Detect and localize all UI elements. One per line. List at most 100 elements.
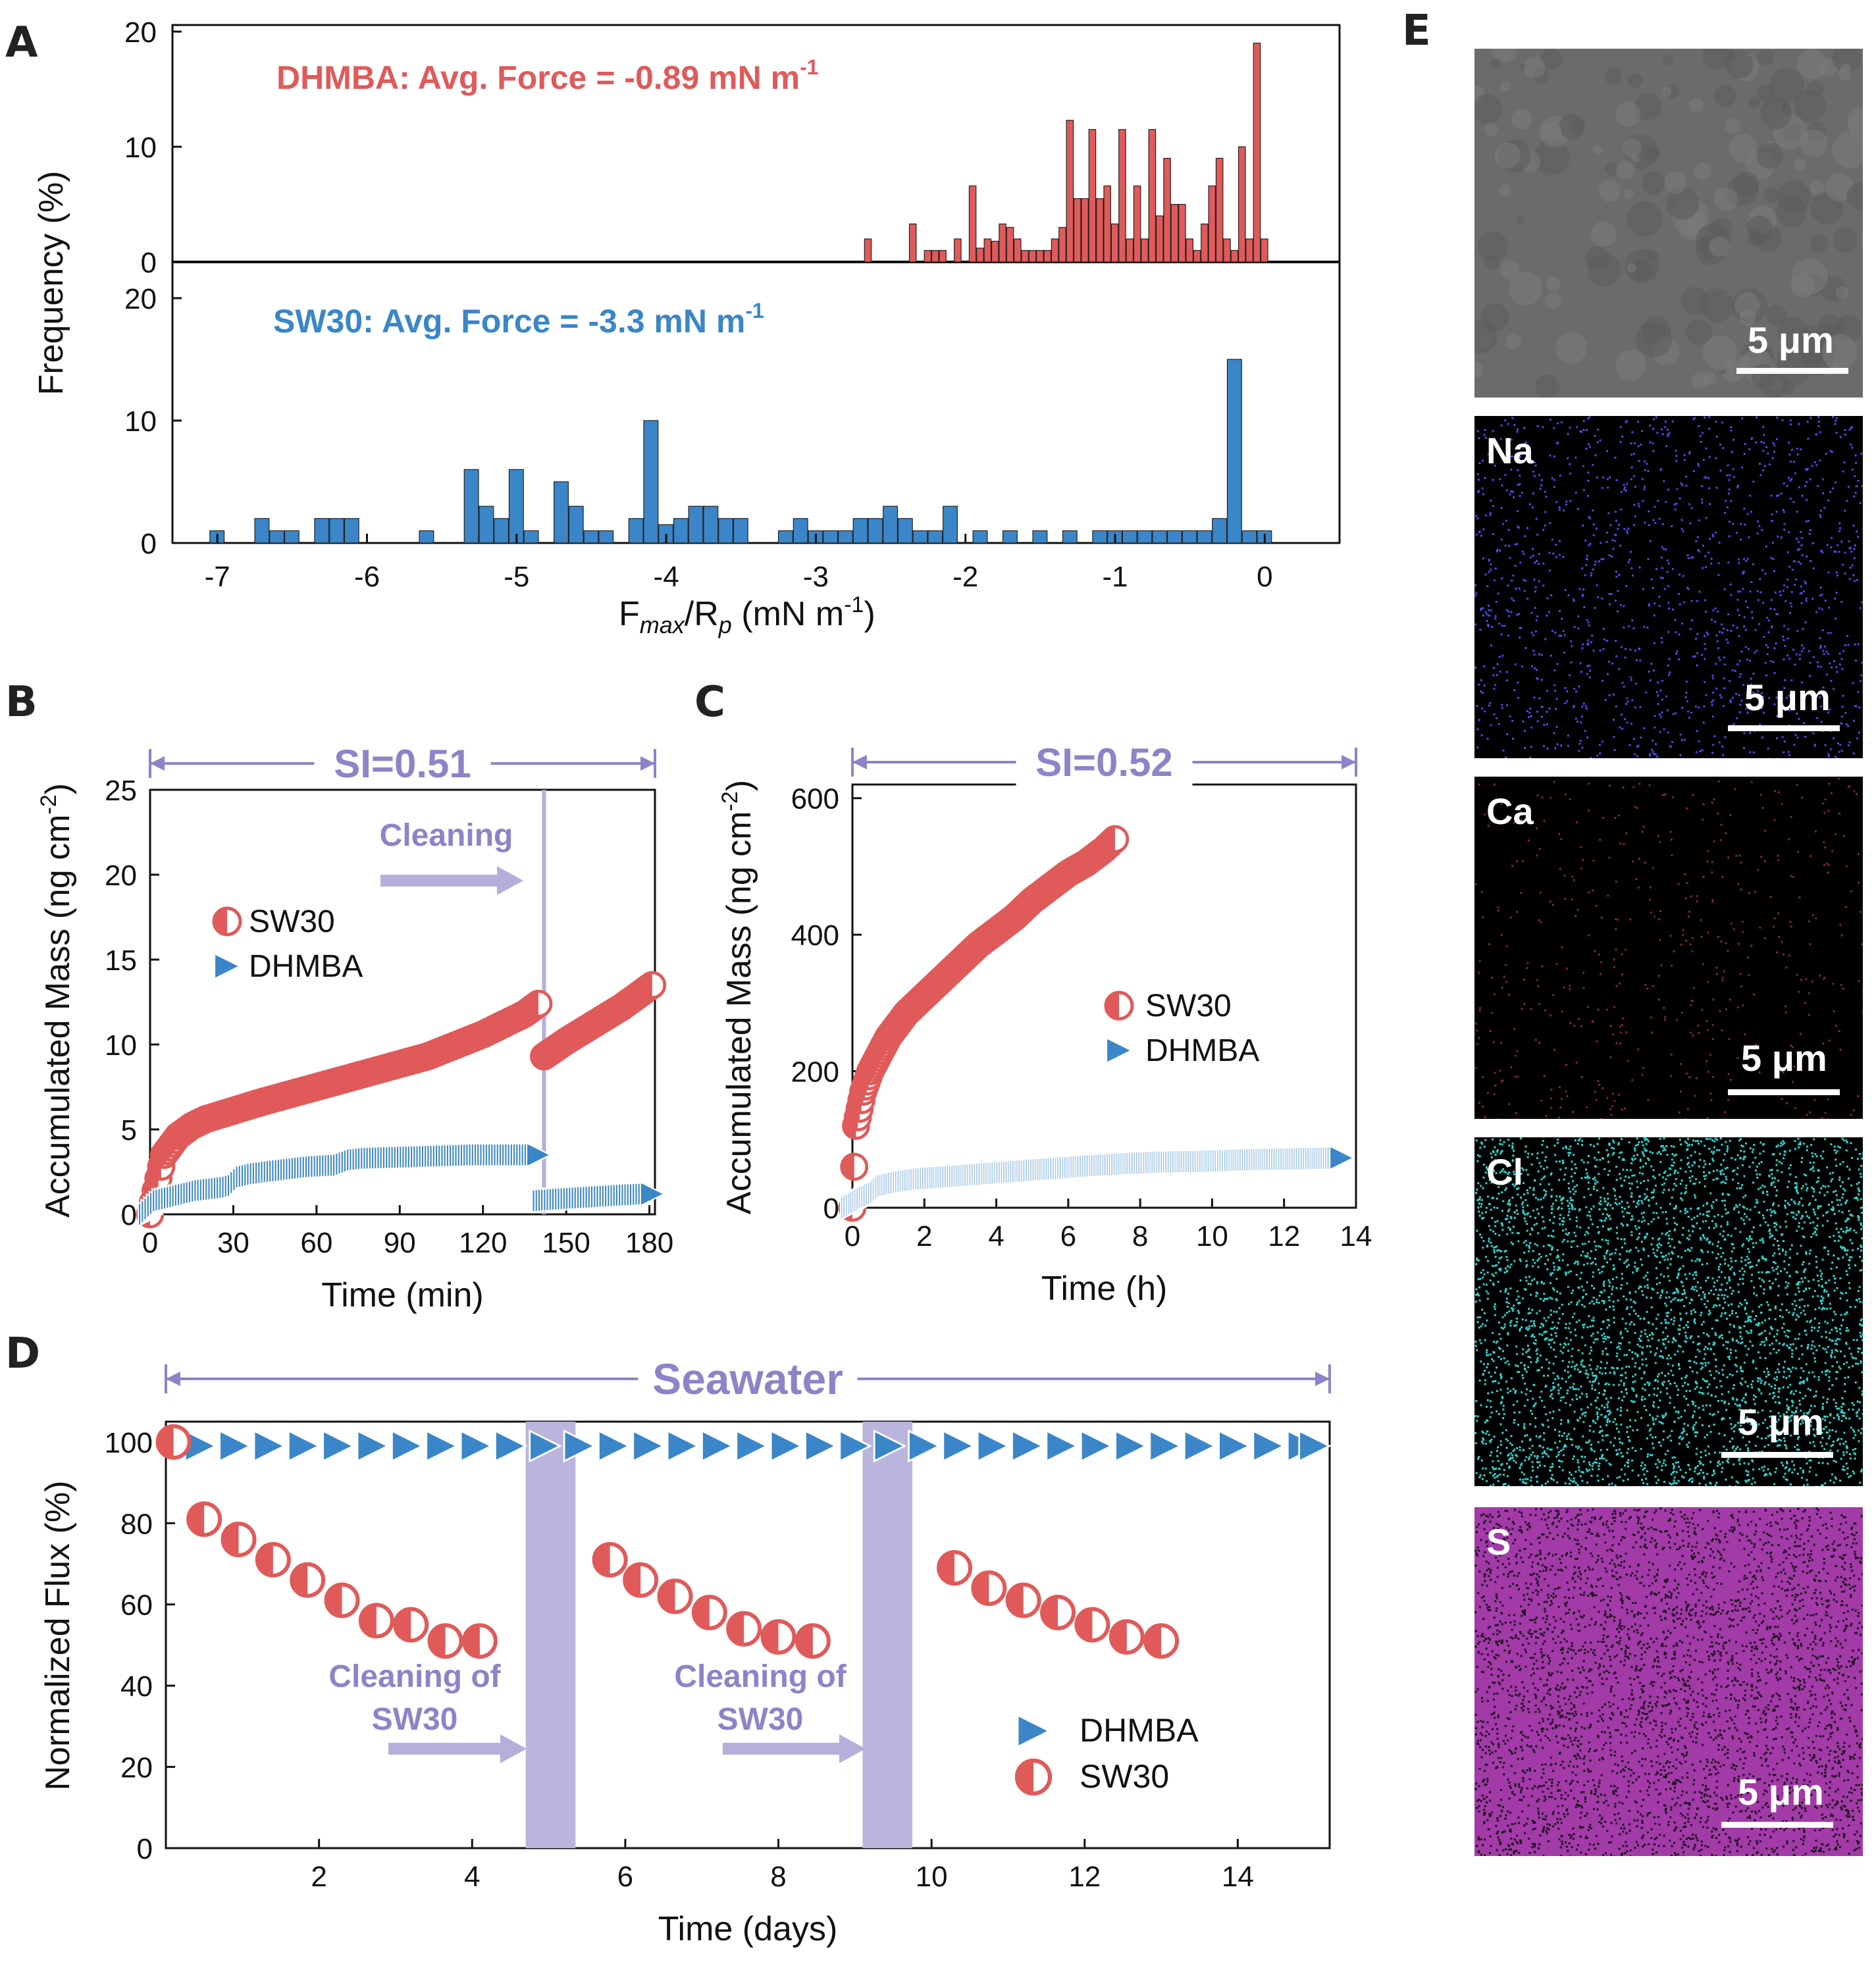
map-dot: [1593, 1185, 1596, 1188]
map-dot: [1724, 1276, 1727, 1279]
map-dot: [1575, 915, 1577, 917]
map-dot: [1551, 477, 1553, 480]
map-dot: [1781, 419, 1784, 422]
map-dot: [1860, 1172, 1862, 1175]
map-dot: [1740, 1337, 1743, 1340]
map-dot: [1696, 900, 1698, 902]
map-dot: [1476, 746, 1479, 749]
map-dot: [1843, 1355, 1846, 1357]
map-dot: [1515, 587, 1517, 590]
map-dot: [1536, 1480, 1538, 1483]
bar: [1178, 203, 1186, 263]
map-dot: [1671, 1197, 1673, 1199]
map-dot: [1543, 819, 1546, 822]
map-dot: [1792, 1312, 1795, 1314]
sem-blob: [1540, 49, 1563, 70]
map-dot: [1607, 512, 1610, 515]
map-dot: [1789, 423, 1792, 426]
map-dot: [1828, 606, 1831, 609]
sem-blob: [1713, 187, 1738, 211]
map-dot: [1476, 1420, 1478, 1422]
y-tick-label: 20: [124, 283, 157, 315]
map-dot: [1519, 1301, 1521, 1304]
map-dot: [1518, 1175, 1521, 1178]
map-dot: [1687, 710, 1690, 713]
map-dot: [1775, 715, 1778, 717]
map-dot: [1702, 721, 1705, 724]
map-dot: [1839, 527, 1842, 530]
map-dot: [1723, 970, 1726, 973]
point-fill: [639, 972, 652, 998]
map-dot: [1541, 478, 1544, 481]
map-dot: [1696, 895, 1698, 898]
map-dot: [1742, 747, 1745, 750]
map-dot: [1790, 875, 1792, 877]
map-dot: [1800, 585, 1802, 588]
map-dot: [1680, 1416, 1682, 1418]
map-dot: [1565, 500, 1568, 503]
map-dot: [1804, 1313, 1806, 1316]
sem-blob: [1763, 187, 1779, 203]
panel-d-frame: [165, 1420, 1331, 1849]
map-dot: [1480, 1459, 1483, 1462]
map-dot: [1802, 1280, 1804, 1283]
map-dot: [1608, 785, 1611, 787]
map-dot: [1646, 1381, 1649, 1384]
map-dot: [1594, 950, 1596, 952]
map-dot: [1567, 1240, 1569, 1243]
map-dot: [1785, 1308, 1788, 1311]
map-dot: [1551, 994, 1554, 996]
map-dot: [1841, 1414, 1844, 1417]
map-dot: [1560, 421, 1563, 424]
map-dot: [1824, 1419, 1827, 1422]
y-axis-label: Accumulated Mass (ng cm-2): [717, 780, 758, 1214]
map-dot: [1532, 554, 1534, 557]
map-dot: [1486, 1271, 1489, 1274]
map-dot: [1752, 1181, 1755, 1184]
map-dot: [1681, 1256, 1683, 1258]
map-dot: [1796, 1472, 1799, 1475]
map-dot: [1614, 511, 1617, 513]
map-dot: [1698, 425, 1700, 427]
y-tick-label: 200: [791, 1056, 839, 1089]
map-dot: [1507, 529, 1510, 531]
map-dot: [1558, 506, 1561, 509]
map-dot: [1598, 1382, 1600, 1385]
map-dot: [1802, 1382, 1805, 1385]
panel-d-seawater-span-label: Seawater: [652, 1355, 843, 1403]
map-dot: [1744, 1142, 1747, 1145]
map-dot: [1738, 694, 1740, 696]
map-dot: [1707, 1335, 1710, 1337]
map-dot: [1524, 441, 1527, 444]
map-dot: [1783, 740, 1786, 742]
map-dot: [1851, 564, 1854, 567]
map-dot: [1540, 921, 1542, 923]
map-dot: [1661, 711, 1663, 713]
map-dot: [1576, 426, 1578, 428]
map-dot: [1836, 574, 1838, 577]
map-dot: [1506, 450, 1509, 452]
map-dot: [1692, 1341, 1694, 1343]
map-dot: [1835, 592, 1838, 594]
map-dot: [1679, 1312, 1682, 1315]
map-dot: [1584, 1243, 1586, 1245]
map-dot: [1586, 639, 1589, 642]
map-dot: [1824, 1416, 1827, 1418]
map-dot: [1657, 694, 1659, 697]
map-dot: [1678, 1436, 1681, 1439]
map-dot: [1490, 609, 1492, 612]
map-dot: [1588, 934, 1590, 937]
map-dot: [1797, 1281, 1800, 1284]
map-dot: [1542, 529, 1545, 531]
map-dot: [1729, 583, 1732, 586]
map-dot: [1509, 557, 1511, 559]
map-dot: [1483, 434, 1486, 436]
map-dot: [1729, 1352, 1732, 1355]
bar: [976, 247, 984, 263]
map-dot: [1484, 1116, 1486, 1118]
map-dot: [1527, 1283, 1530, 1285]
map-dot: [1844, 552, 1846, 554]
map-dot: [1711, 1158, 1714, 1160]
map-dot: [1789, 479, 1792, 482]
map-dot: [1612, 1033, 1615, 1036]
